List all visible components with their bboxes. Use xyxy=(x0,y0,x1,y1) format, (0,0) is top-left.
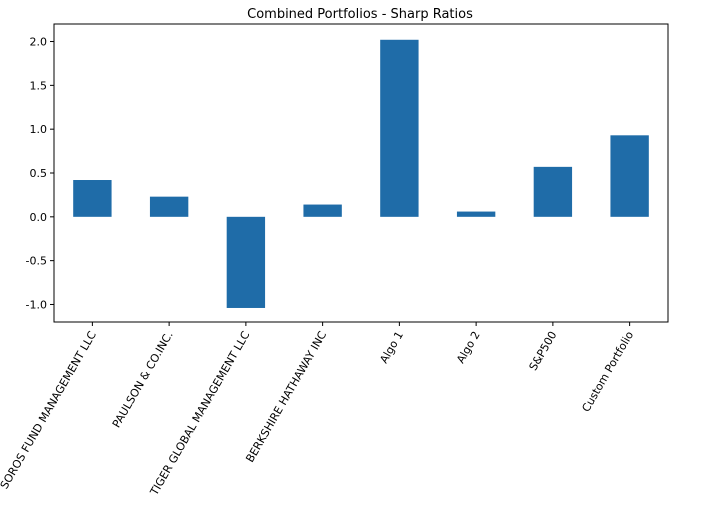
x-tick-label-4: Algo 1 xyxy=(377,329,406,366)
x-tick-label-6: S&P500 xyxy=(527,329,560,373)
y-tick-label-6: 2.0 xyxy=(30,36,48,49)
y-tick-label-3: 0.5 xyxy=(30,167,48,180)
y-tick-label-2: 0.0 xyxy=(30,211,48,224)
bar-2 xyxy=(226,216,266,308)
plot-frame xyxy=(53,23,669,323)
y-tick-label-0: -1.0 xyxy=(26,298,47,311)
x-tick-label-7: Custom Portfolio xyxy=(580,329,637,414)
bar-4 xyxy=(380,39,419,217)
x-tick-label-5: Algo 2 xyxy=(454,329,483,366)
bar-5 xyxy=(456,211,496,217)
bar-6 xyxy=(533,166,573,217)
chart-title: Combined Portfolios - Sharp Ratios xyxy=(247,7,473,22)
bar-7 xyxy=(610,135,649,217)
x-tick-label-3: BERKSHIRE HATHAWAY INC xyxy=(243,329,329,465)
y-tick-label-1: -0.5 xyxy=(26,255,47,268)
bar-3 xyxy=(303,204,342,217)
x-tick-label-1: PAULSON & CO.INC. xyxy=(110,329,176,430)
x-tick-label-0: SOROS FUND MANAGEMENT LLC xyxy=(0,329,99,492)
bar-1 xyxy=(149,196,189,217)
bar-0 xyxy=(73,180,112,217)
y-tick-label-5: 1.5 xyxy=(30,79,48,92)
y-tick-label-4: 1.0 xyxy=(30,123,48,136)
